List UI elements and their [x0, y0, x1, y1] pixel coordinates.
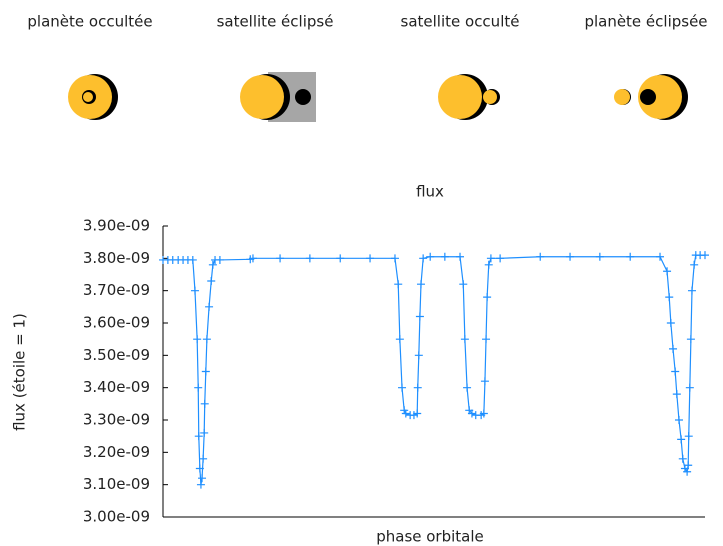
- y-tick-label: 3.80e-09: [83, 249, 150, 267]
- point: [665, 293, 674, 302]
- point: [195, 464, 204, 473]
- point: [677, 435, 686, 444]
- point: [690, 260, 699, 269]
- point: [459, 280, 468, 289]
- point: [305, 254, 314, 263]
- point: [671, 367, 680, 376]
- point: [194, 432, 203, 441]
- scene-3: [438, 74, 500, 120]
- y-tick-label: 3.90e-09: [83, 217, 150, 235]
- point: [413, 383, 422, 392]
- point: [678, 454, 687, 463]
- y-tick-label: 3.20e-09: [83, 443, 150, 461]
- point: [188, 255, 197, 264]
- series-line: [163, 254, 705, 485]
- point: [566, 252, 575, 261]
- point: [398, 383, 407, 392]
- point: [401, 409, 410, 418]
- panel-label: planète occultée: [27, 13, 152, 31]
- scene-2: [240, 72, 316, 122]
- point: [202, 335, 211, 344]
- illustrations: planète occultée satellite éclipsé satel…: [27, 13, 708, 122]
- point: [666, 319, 675, 327]
- point: [208, 260, 217, 269]
- point: [413, 409, 422, 418]
- point: [482, 335, 491, 344]
- point: [416, 280, 425, 289]
- point: [194, 383, 203, 392]
- point: [685, 383, 694, 392]
- point: [663, 267, 672, 276]
- point: [336, 254, 345, 263]
- point: [414, 351, 423, 360]
- point: [687, 286, 696, 295]
- point: [200, 399, 209, 408]
- point: [595, 252, 604, 261]
- x-axis-label: phase orbitale: [376, 528, 484, 546]
- point: [496, 254, 505, 263]
- point: [483, 293, 492, 302]
- point: [536, 252, 545, 261]
- y-axis-label: flux (étoile = 1): [11, 313, 29, 431]
- y-tick-label: 3.00e-09: [83, 508, 150, 526]
- point: [460, 335, 469, 344]
- point: [193, 335, 202, 344]
- point: [205, 302, 214, 311]
- point: [626, 252, 635, 261]
- point: [674, 416, 683, 424]
- point: [419, 254, 428, 263]
- point: [201, 367, 210, 376]
- point: [456, 252, 465, 261]
- point: [390, 254, 399, 263]
- y-tick-label: 3.40e-09: [83, 378, 150, 396]
- point: [684, 461, 693, 470]
- point: [701, 251, 709, 260]
- panel-label: satellite éclipsé: [217, 13, 334, 31]
- point: [686, 335, 695, 344]
- point: [198, 474, 207, 483]
- point: [207, 276, 216, 285]
- point: [190, 286, 199, 295]
- point: [484, 260, 493, 269]
- point: [248, 254, 257, 263]
- point: [463, 383, 472, 392]
- y-tick-label: 3.70e-09: [83, 281, 150, 299]
- point: [479, 409, 488, 418]
- point: [669, 344, 678, 353]
- point: [200, 428, 209, 437]
- point: [196, 480, 205, 489]
- y-tick-label: 3.50e-09: [83, 346, 150, 364]
- scene-1: [68, 74, 118, 120]
- point: [672, 390, 681, 399]
- y-tick-label: 3.10e-09: [83, 475, 150, 493]
- point: [683, 467, 692, 476]
- point: [656, 252, 665, 261]
- point: [467, 409, 476, 418]
- scene-4: [614, 74, 688, 120]
- point: [366, 254, 375, 263]
- point: [276, 254, 285, 263]
- y-tick-label: 3.30e-09: [83, 411, 150, 429]
- y-tick-label: 3.60e-09: [83, 314, 150, 332]
- panel-label: satellite occulté: [401, 13, 520, 31]
- point: [199, 454, 208, 463]
- point: [215, 255, 224, 264]
- panel-label: planète éclipsée: [584, 13, 707, 31]
- point: [480, 377, 489, 386]
- point: [426, 252, 435, 261]
- point: [395, 335, 404, 344]
- point: [415, 312, 424, 321]
- chart-title: flux: [416, 183, 444, 201]
- point: [394, 280, 403, 289]
- point: [486, 254, 495, 263]
- point: [440, 252, 449, 261]
- point: [684, 432, 693, 441]
